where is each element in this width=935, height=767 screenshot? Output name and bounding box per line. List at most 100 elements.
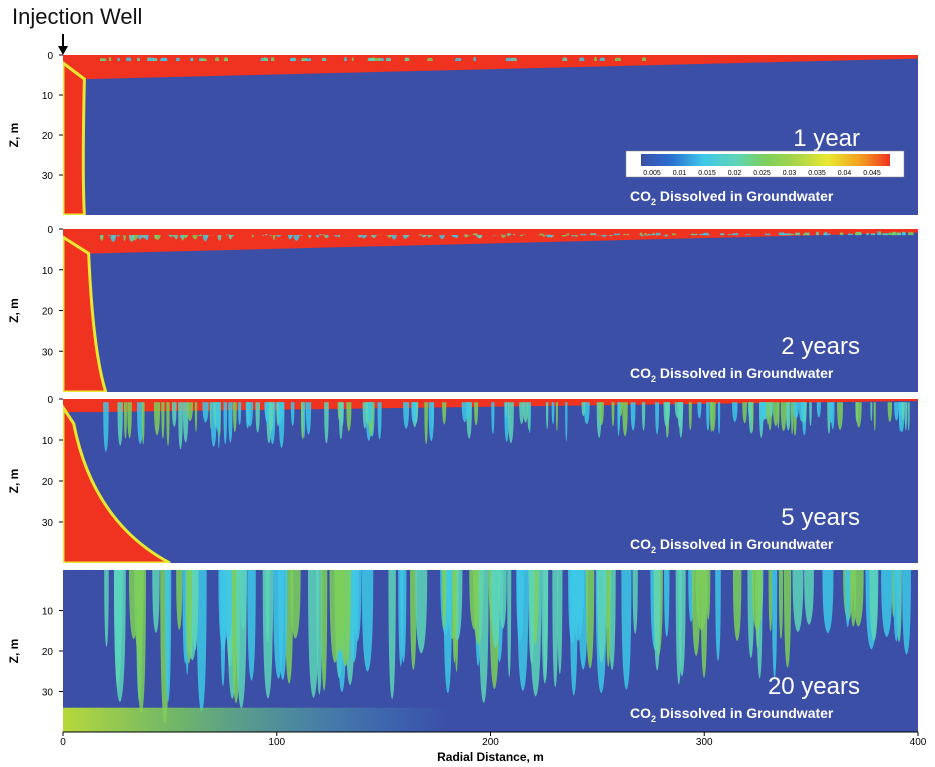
co2-finger [192,235,198,240]
co2-finger [442,402,447,425]
co2-finger [829,402,833,424]
y-tick-label: 0 [47,395,53,406]
co2-finger [278,570,288,681]
co2-finger [430,235,433,237]
co2-finger [732,232,739,236]
panel-2: 0 10 20 30 Z, m 2 years CO2 Dissolved in Groun… [7,225,918,392]
co2-finger [882,233,888,236]
co2-finger [478,235,483,239]
y-tick-label: 10 [42,266,54,277]
co2-finger [319,234,325,236]
co2-finger [398,570,404,667]
co2-finger [245,402,250,429]
co2-finger [769,402,774,418]
co2-finger [870,402,873,422]
co2-finger [894,402,899,421]
co2-finger [200,234,203,236]
co2-finger [197,235,201,237]
co2-finger [367,402,373,424]
co2-finger [742,402,747,424]
co2-finger [326,235,329,238]
co2-finger [665,234,668,236]
co2-finger [116,235,121,237]
panel-1: 0 10 20 30 Z, m 1 year CO2 Dissolved in Ground… [7,51,918,215]
co2-finger [545,402,549,430]
co2-finger [907,402,910,432]
co2-finger [792,402,800,419]
co2-finger [182,235,189,239]
co2-finger [780,402,787,432]
co2-finger [594,57,597,61]
y-tick-label: 30 [42,347,54,358]
co2-finger [175,57,180,61]
co2-finger [411,402,417,424]
y-tick-label: 30 [42,518,54,529]
panel-3: 0 10 20 30 Z, m 5 years CO2 Dissolved in Groun… [7,395,918,563]
bottom-plume [63,707,448,732]
co2-finger [898,402,902,432]
co2-finger [552,570,559,688]
x-tick-label: 300 [696,737,713,748]
y-tick-label: 20 [42,477,54,488]
co2-finger [761,402,767,421]
y-tick-label: 20 [42,131,54,142]
co2-finger [585,570,595,669]
co2-finger [904,402,908,431]
co2-finger [581,234,587,236]
co2-finger [748,402,753,422]
co2-finger [579,57,585,61]
co2-finger [247,570,256,681]
colorbar-gradient [641,154,890,166]
co2-finger [187,402,193,422]
panel-caption: CO2 Dissolved in Groundwater [630,536,834,555]
co2-finger [153,402,161,436]
co2-finger [902,570,911,655]
co2-finger [107,235,110,237]
panel-background [63,229,918,392]
co2-finger [298,234,303,236]
co2-finger [655,402,660,435]
co2-finger [854,231,861,236]
co2-finger [907,232,914,236]
co2-finger [545,234,551,236]
co2-finger [112,235,115,239]
co2-finger [599,402,604,426]
co2-finger [128,235,135,242]
co2-finger [565,402,568,442]
co2-finger [137,235,143,240]
y-tick-label: 10 [42,607,54,618]
co2-finger [709,402,713,433]
co2-finger [528,402,531,434]
co2-finger [771,570,778,679]
co2-finger [695,570,708,631]
co2-finger [644,233,648,236]
co2-finger [474,402,479,426]
co2-finger [507,235,510,237]
co2-finger [795,232,801,236]
co2-finger [469,570,480,630]
co2-finger [617,402,621,431]
co2-finger [824,231,828,236]
co2-finger [329,570,341,663]
co2-finger [519,402,525,425]
co2-finger [104,570,109,647]
co2-finger [202,235,208,242]
co2-finger [391,235,397,240]
co2-finger [377,234,383,236]
co2-finger [351,57,354,61]
colorbar-tick-label: 0.03 [783,170,797,177]
colorbar-tick-label: 0.045 [863,170,881,177]
co2-finger [182,402,189,443]
co2-finger [580,233,587,236]
co2-finger [688,402,692,431]
co2-finger [261,235,266,237]
colorbar: 0.005 0.01 0.015 0.02 0.025 0.03 0.035 0.04 0.04… [625,150,905,178]
co2-finger [298,234,304,237]
co2-finger [528,570,535,665]
co2-finger [873,402,876,432]
panel-time-label: 1 year [793,125,860,152]
co2-finger [901,231,906,236]
co2-finger [809,402,812,427]
co2-finger [223,58,229,61]
co2-finger [630,402,636,431]
